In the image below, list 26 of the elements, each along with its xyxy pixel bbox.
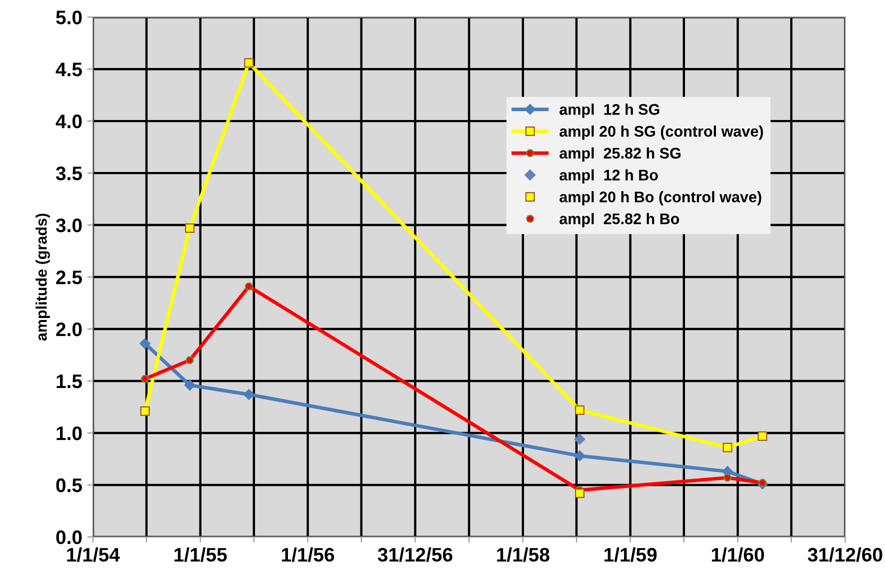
- x-tick-label: 1/1/59: [604, 547, 657, 562]
- y-tick-label: 3.5: [56, 166, 82, 180]
- legend-label: ampl 12 h SG: [560, 104, 660, 118]
- legend-label: ampl 20 h SG (control wave): [560, 126, 763, 140]
- legend-label: ampl 12 h Bo: [560, 169, 658, 184]
- y-tick-label: 1.5: [56, 374, 82, 388]
- legend-label: ampl 20 h Bo (control wave): [560, 191, 762, 206]
- x-tick-label: 1/1/54: [67, 547, 120, 562]
- y-tick-label: 1.0: [56, 426, 82, 440]
- y-tick-label: 5.0: [56, 10, 82, 24]
- x-tick-label: 1/1/56: [282, 547, 334, 562]
- x-tick-label: 1/1/55: [174, 547, 227, 562]
- y-tick-label: 3.0: [56, 218, 82, 232]
- x-tick-label: 31/12/60: [808, 547, 882, 562]
- y-tick-label: 0.0: [56, 530, 82, 544]
- x-tick-label: 1/1/60: [712, 547, 764, 562]
- legend-label: ampl 25.82 h SG: [560, 147, 680, 162]
- y-tick-label: 2.0: [56, 322, 82, 336]
- y-tick-label: 4.5: [56, 62, 82, 76]
- legend-label: ampl 25.82 h Bo: [560, 213, 680, 228]
- y-tick-label: 0.5: [56, 478, 82, 492]
- y-tick-label: 2.5: [56, 270, 82, 284]
- x-tick-label: 31/12/56: [378, 547, 452, 562]
- x-tick-label: 1/1/58: [497, 547, 550, 562]
- y-tick-label: 4.0: [56, 114, 82, 128]
- y-axis-title: amplitude (grads): [36, 214, 50, 341]
